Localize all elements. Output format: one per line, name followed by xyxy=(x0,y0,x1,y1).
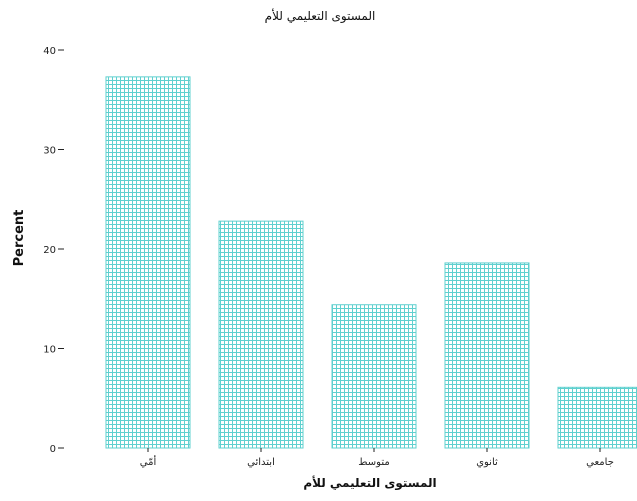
y-tick-label: 30 xyxy=(43,146,56,157)
y-axis-label: Percent xyxy=(12,210,27,267)
bar xyxy=(557,386,637,449)
chart-title: المستوى التعليمي للأم xyxy=(265,8,376,24)
x-tick-label: متوسط xyxy=(358,457,389,468)
x-axis-label: المستوى التعليمي للأم xyxy=(303,475,436,491)
x-tick-label: ثانوي xyxy=(476,457,498,468)
y-tick-label: 0 xyxy=(50,444,56,455)
bar xyxy=(331,304,417,449)
bar xyxy=(444,262,530,449)
x-axis-ticks: أمّي ابتدائي متوسط ثانوي جامعي xyxy=(140,448,614,468)
y-tick-label: 40 xyxy=(43,46,56,57)
y-tick-label: 20 xyxy=(43,245,56,256)
x-tick-label: أمّي xyxy=(140,455,157,468)
x-tick-label: جامعي xyxy=(586,457,614,468)
y-tick-label: 10 xyxy=(43,345,56,356)
y-axis: 0 10 20 30 40 xyxy=(43,46,64,455)
x-tick-label: ابتدائي xyxy=(247,457,275,468)
bar xyxy=(218,220,304,449)
bars xyxy=(105,76,637,449)
bar xyxy=(105,76,191,449)
